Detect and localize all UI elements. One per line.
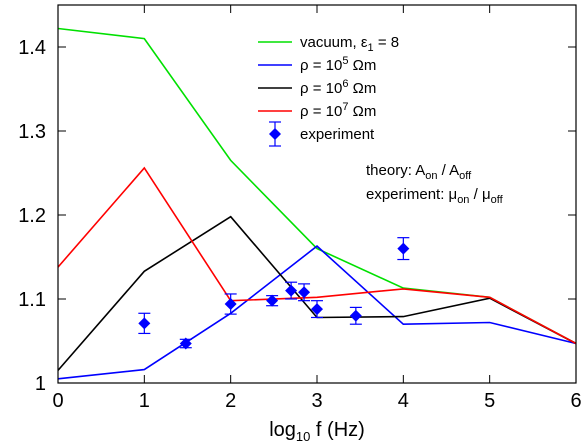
legend-label: ρ = 107 Ωm (300, 101, 376, 120)
legend: vacuum, ε1 = 8ρ = 105 Ωm ρ = 106 Ωm ρ = 10… (258, 34, 399, 146)
x-tick-label: 5 (484, 390, 495, 412)
series-line-2 (58, 217, 576, 371)
legend-item: vacuum, ε1 = 8 (258, 34, 399, 54)
experiment-point (285, 282, 297, 299)
y-tick-label: 1.1 (18, 289, 46, 311)
legend-marker (269, 128, 281, 140)
legend-item: ρ = 105 Ωm (258, 55, 376, 74)
x-axis-label: log10 f (Hz) (269, 419, 365, 443)
experiment-point (397, 238, 409, 260)
experiment-point (180, 338, 192, 350)
legend-item: ρ = 106 Ωm (258, 78, 376, 97)
experiment-point (311, 301, 323, 318)
x-tick-label: 2 (225, 390, 236, 412)
legend-label: ρ = 105 Ωm (300, 55, 376, 74)
y-tick-label: 1 (35, 373, 46, 395)
legend-item: experiment (269, 122, 375, 146)
annotation-experiment: experiment: μon / μoff (366, 186, 504, 206)
experiment-point (350, 307, 362, 324)
x-tick-label: 4 (398, 390, 409, 412)
x-tick-label: 1 (139, 390, 150, 412)
legend-label: experiment (300, 126, 375, 143)
experiment-point (266, 295, 278, 307)
experiment-point (138, 313, 150, 333)
legend-item: ρ = 107 Ωm (258, 101, 376, 120)
experiment-point (225, 294, 237, 314)
y-tick-label: 1.2 (18, 205, 46, 227)
y-tick-label: 1.4 (18, 37, 46, 59)
series-line-0 (58, 29, 576, 344)
x-tick-label: 0 (52, 390, 63, 412)
x-tick-label: 6 (570, 390, 581, 412)
legend-label: vacuum, ε1 = 8 (300, 34, 399, 54)
annotations: theory: Aon / Aoff experiment: μon / μoff (366, 162, 504, 206)
y-tick-label: 1.3 (18, 121, 46, 143)
x-tick-label: 3 (311, 390, 322, 412)
annotation-theory: theory: Aon / Aoff (366, 162, 472, 182)
legend-label: ρ = 106 Ωm (300, 78, 376, 97)
